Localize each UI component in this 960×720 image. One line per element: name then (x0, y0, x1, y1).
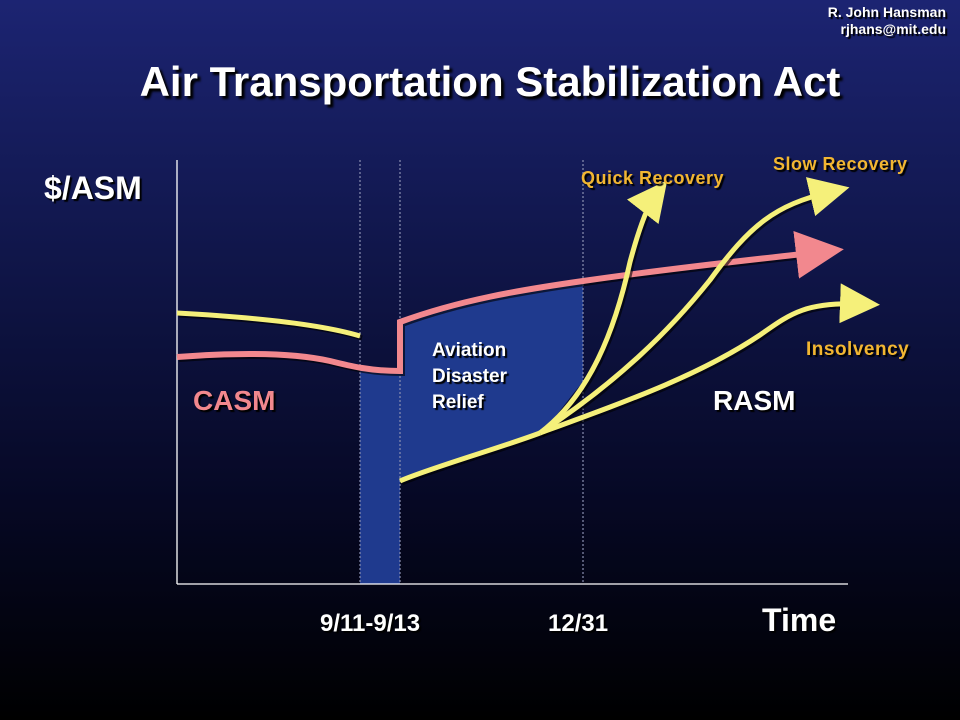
x-axis-label: Time (762, 602, 837, 638)
year-end-label: 12/31 (548, 610, 609, 637)
rasm-label: RASM (713, 385, 796, 416)
relief-label-line3: Relief (432, 392, 484, 413)
slow-recovery-curve (538, 177, 850, 436)
relief-label-line1: Aviation (432, 340, 507, 361)
rasm-post-curve (399, 430, 541, 484)
quick-recovery-label: Quick Recovery (581, 168, 725, 188)
relief-fill (400, 281, 583, 481)
relief-label: Aviation Disaster Relief (432, 338, 507, 416)
event-range-label: 9/11-9/13 (320, 610, 421, 637)
author-name: R. John Hansman (827, 4, 946, 20)
casm-label: CASM (193, 385, 276, 416)
rasm-pre-curve (176, 310, 361, 339)
relief-label-line2: Disaster (432, 366, 507, 387)
quick-recovery-curve (538, 180, 668, 435)
y-axis-label: $/ASM (44, 170, 142, 206)
author-email: rjhans@mit.edu (840, 21, 946, 37)
slow-recovery-label: Slow Recovery (773, 154, 908, 174)
author-block: R. John Hansman rjhans@mit.edu (828, 4, 946, 38)
relief-band (360, 368, 400, 584)
relief-area (360, 281, 583, 584)
slide-title: Air Transportation Stabilization Act (139, 58, 841, 105)
insolvency-curve (539, 283, 880, 436)
casm-curve (176, 230, 844, 375)
insolvency-label: Insolvency (806, 339, 910, 360)
